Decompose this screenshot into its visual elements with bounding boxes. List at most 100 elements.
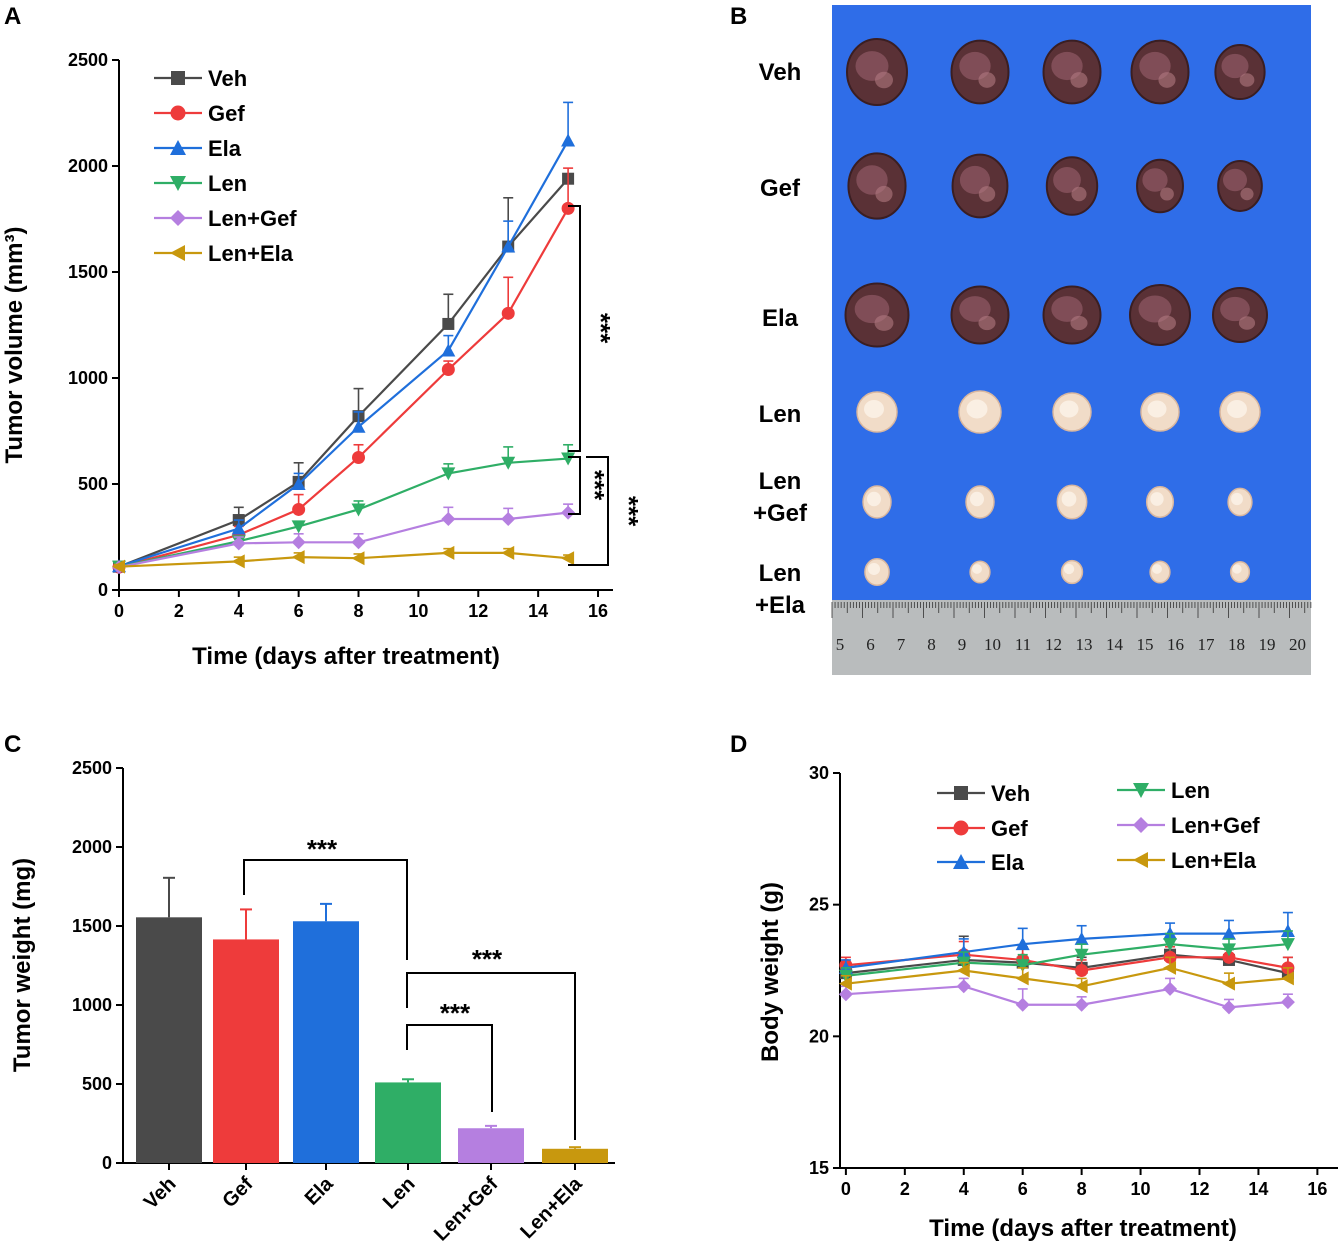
series-line (118, 140, 570, 568)
data-point (838, 987, 853, 1002)
tumor-highlight (978, 186, 996, 202)
bar-ela (293, 921, 359, 1163)
tumor-highlight (978, 72, 996, 88)
tumor-highlight (1070, 72, 1088, 88)
data-point (441, 363, 455, 377)
data-point (501, 456, 516, 470)
data-point (501, 545, 515, 560)
series-len-gef (838, 977, 1295, 1015)
tumor-highlight (1061, 491, 1077, 507)
x-tick-label: 10 (1131, 1179, 1151, 1199)
tumor-highlight (1071, 186, 1087, 202)
tumor-highlight (1139, 51, 1171, 81)
legend-label: Ela (208, 136, 242, 161)
legend-label: Len+Gef (208, 206, 297, 231)
legend-label: Len (1171, 778, 1210, 803)
tumor-highlight (966, 399, 988, 419)
ruler-number: 5 (836, 635, 845, 654)
tumor-highlight (864, 400, 884, 418)
series-line (118, 551, 569, 568)
data-point (441, 545, 455, 560)
x-tick-label: Len+Gef (430, 1173, 503, 1246)
data-point (292, 502, 306, 516)
y-axis-title: Tumor weight (mg) (9, 858, 36, 1072)
data-point (1074, 997, 1089, 1012)
data-point (956, 963, 970, 978)
legend-marker (170, 105, 186, 121)
bar-len-ela (542, 1148, 608, 1163)
legend-label: Veh (208, 66, 247, 91)
tumor-highlight (1150, 492, 1164, 506)
data-point (1075, 964, 1089, 977)
y-tick-label: 0 (98, 580, 108, 600)
x-tick-label: 12 (1189, 1179, 1209, 1199)
y-tick-label: 1500 (72, 916, 112, 936)
y-tick-label: 500 (82, 1074, 112, 1094)
x-tick-label: 8 (1077, 1179, 1087, 1199)
y-tick-label: 0 (102, 1153, 112, 1173)
y-axis-title: Body weight (g) (757, 882, 784, 1062)
legend-marker (170, 176, 186, 191)
tumor-highlight (1231, 492, 1243, 506)
tumor-highlight (867, 563, 881, 575)
legend-label: Ela (991, 850, 1025, 875)
data-point (442, 317, 455, 330)
y-tick-label: 500 (78, 474, 108, 494)
data-point (1221, 1000, 1236, 1015)
legend-marker (1133, 852, 1148, 868)
tumor-highlight (1059, 400, 1079, 418)
data-point (956, 979, 971, 994)
x-axis-title: Time (days after treatment) (192, 643, 500, 670)
data-point (1221, 926, 1236, 940)
legend-label: Len+Ela (1171, 848, 1257, 873)
series-line (118, 457, 569, 568)
data-point (561, 133, 576, 147)
legend-label: Gef (991, 816, 1028, 841)
data-point (1015, 971, 1029, 986)
y-tick-label: 15 (809, 1158, 829, 1178)
series-len-gef (112, 503, 576, 575)
tumor-highlight (874, 315, 894, 331)
data-point (441, 467, 456, 481)
tumor-highlight (1051, 296, 1083, 322)
x-tick-label: 14 (528, 601, 548, 621)
tumor-photo: 5 6 7 8 9 10 11 12 13 14 15 16 17 18 19 20 Veh Gef Ela … (753, 5, 1312, 675)
tumor-highlight (1147, 400, 1167, 418)
data-point (838, 976, 852, 991)
legend-label: Len+Ela (208, 241, 294, 266)
data-point (441, 511, 456, 526)
tumor-highlight (972, 564, 982, 574)
data-point (1280, 995, 1295, 1010)
data-point (351, 551, 365, 566)
y-tick-label: 2500 (68, 50, 108, 70)
x-tick-label: 4 (959, 1179, 969, 1199)
sig-label: *** (580, 470, 610, 501)
data-point (1163, 960, 1177, 975)
x-tick-label: Len+Ela (516, 1172, 587, 1243)
series-len-ela (112, 545, 575, 574)
sig-label: *** (614, 496, 644, 527)
bar-gef (213, 939, 279, 1163)
tumor-highlight (959, 296, 991, 322)
x-tick-label: 8 (354, 601, 364, 621)
tumor-highlight (1053, 167, 1081, 193)
legend-marker (954, 786, 968, 800)
ruler-number: 8 (927, 635, 936, 654)
legend-marker (170, 245, 185, 261)
x-tick-label: 16 (588, 601, 608, 621)
tumor-highlight (1238, 316, 1256, 330)
bar-len-gef (458, 1128, 524, 1163)
tumor-highlight (1051, 51, 1083, 81)
data-point (231, 521, 246, 535)
x-tick-label: 0 (841, 1179, 851, 1199)
y-tick-label: 30 (809, 763, 829, 783)
x-tick-label: 2 (900, 1179, 910, 1199)
tumor-highlight (1138, 295, 1172, 323)
y-tick-label: 1000 (72, 995, 112, 1015)
legend: Veh Gef Ela Len Len+Gef Len+Ela (154, 66, 297, 266)
photo-row-label-len-ela-line2: +Ela (755, 592, 806, 619)
y-tick-label: 2000 (72, 837, 112, 857)
data-point (561, 201, 575, 215)
data-point (291, 477, 306, 490)
data-point (561, 551, 575, 566)
